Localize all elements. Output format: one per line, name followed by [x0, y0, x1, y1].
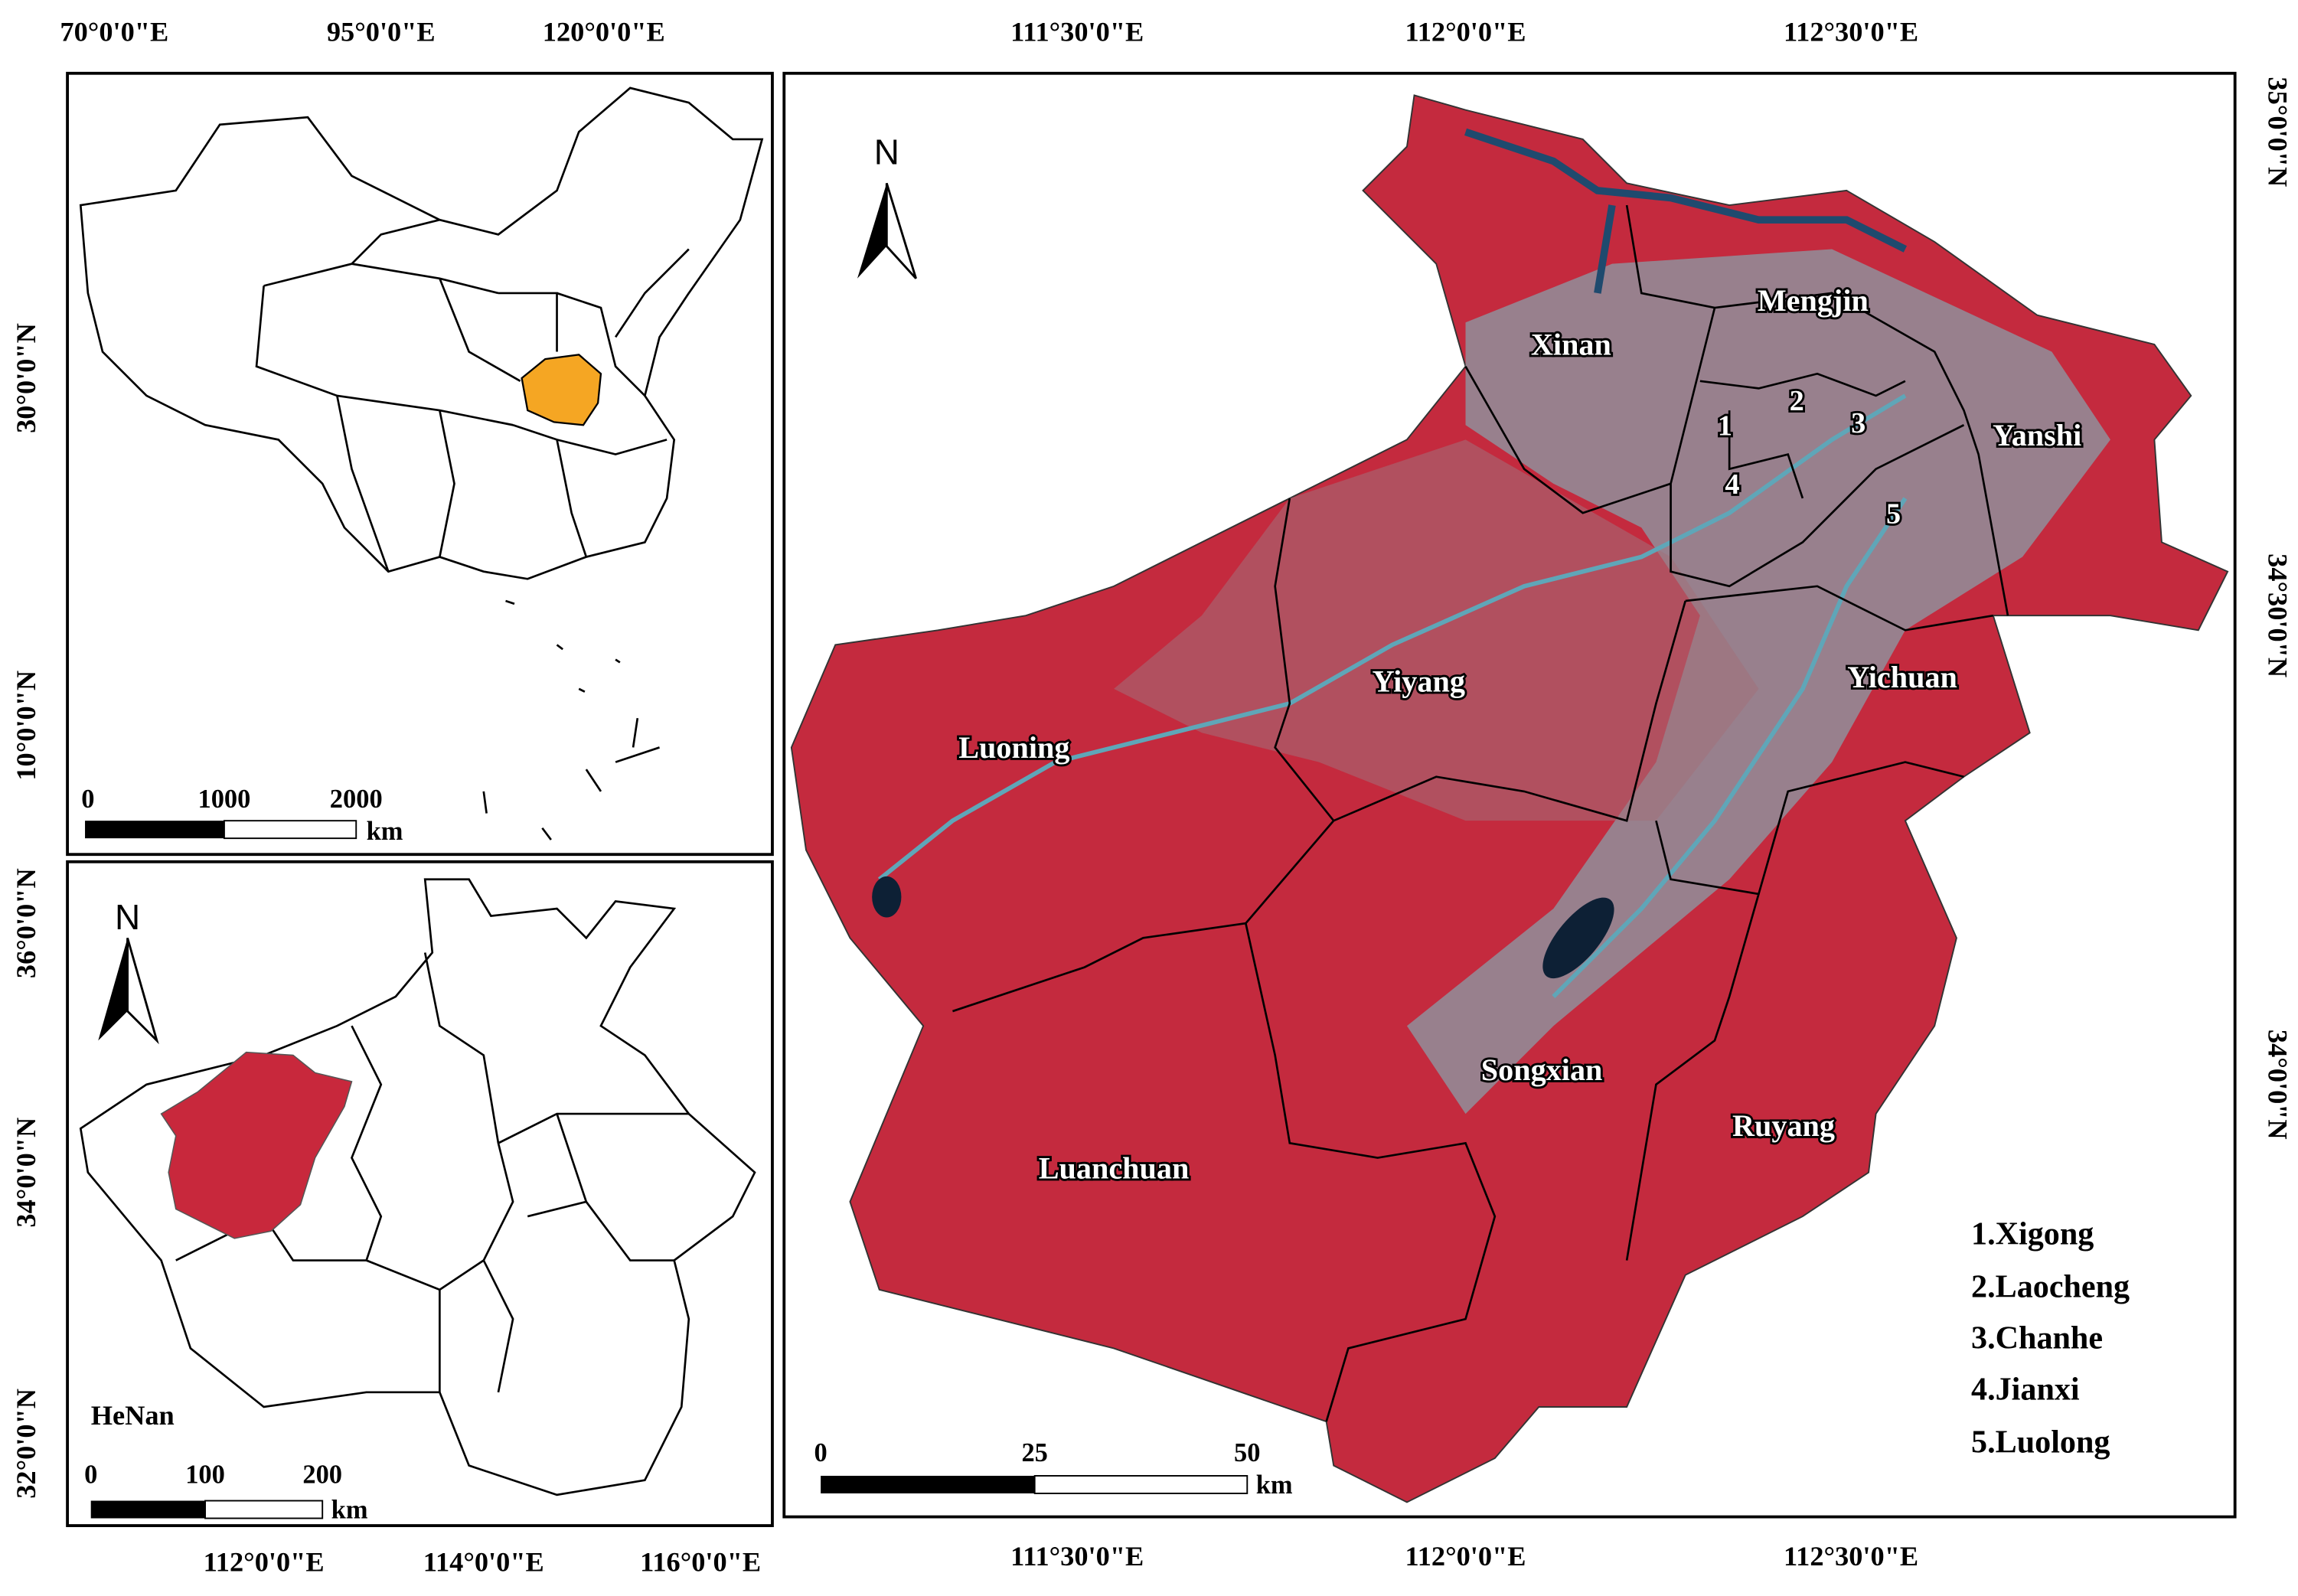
county-borders	[952, 204, 2009, 1422]
scale-bar-dark	[90, 1500, 206, 1519]
district-number: 5	[1886, 498, 1901, 530]
lat-label: 32°0'0"N	[11, 1389, 41, 1499]
scale-bar-light	[1033, 1475, 1249, 1494]
district-number: 2	[1790, 385, 1804, 417]
south-china-sea-islands	[482, 599, 660, 840]
lat-label: 34°0'0"N	[11, 1118, 41, 1228]
china-inset: 70°0'0"E 95°0'0"E 120°0'0"E 30°0'0"N 10°…	[11, 17, 774, 857]
county-label: Luanchuan	[1039, 1150, 1190, 1185]
district-number: 1	[1718, 410, 1732, 442]
green-terrain	[1114, 439, 1759, 821]
district-number: 4	[1725, 468, 1739, 501]
scale-label: 0	[814, 1438, 827, 1467]
river	[877, 393, 1908, 998]
henan-outline	[79, 878, 756, 1496]
scale-label: 1000	[197, 785, 250, 814]
scale-bar-dark	[85, 821, 224, 839]
north-label: N	[874, 132, 899, 171]
lon-label: 112°0'0"E	[1405, 1541, 1526, 1572]
lon-label: 112°30'0"E	[1784, 1541, 1918, 1572]
main-north-arrow-outline	[885, 182, 917, 279]
lat-label: 30°0'0"N	[11, 323, 41, 433]
lon-label: 95°0'0"E	[327, 17, 436, 47]
urban-area	[1406, 249, 2110, 1115]
lon-label: 114°0'0"E	[423, 1546, 544, 1577]
scale-bar-light	[223, 820, 357, 840]
district-number: 3	[1851, 407, 1865, 439]
county-label: Luoning	[958, 730, 1069, 765]
main-frame	[782, 71, 2237, 1519]
lat-label: 36°0'0"N	[11, 868, 41, 978]
legend-item: 4.Jianxi	[1971, 1371, 2080, 1407]
scale-label: 2000	[330, 785, 383, 814]
lon-label: 112°30'0"E	[1784, 17, 1918, 47]
scale-label: 0	[81, 785, 94, 814]
lon-label: 116°0'0"E	[640, 1546, 761, 1577]
county-label: Mengjin	[1758, 283, 1869, 318]
henan-north-arrow	[98, 938, 128, 1041]
scale-label: 25	[1021, 1438, 1047, 1467]
north-label: N	[115, 897, 140, 937]
lon-label: 112°0'0"E	[1405, 17, 1526, 47]
reservoir	[1542, 897, 1614, 979]
scale-bar-dark	[821, 1475, 1035, 1493]
scale-label: 100	[185, 1461, 225, 1490]
lat-label: 35°0'0"N	[2263, 77, 2293, 187]
region-label: HeNan	[91, 1400, 175, 1431]
county-label: Yichuan	[1847, 660, 1957, 694]
lon-label: 111°30'0"E	[1010, 1541, 1144, 1572]
lon-label: 120°0'0"E	[543, 17, 665, 47]
county-label: Yiyang	[1373, 664, 1465, 699]
legend-item: 3.Chanhe	[1971, 1320, 2103, 1356]
scale-unit: km	[367, 817, 403, 846]
legend-item: 1.Xigong	[1971, 1216, 2094, 1252]
henan-highlight	[521, 354, 602, 426]
lon-label: 112°0'0"E	[204, 1546, 325, 1577]
scale-label: 0	[84, 1461, 97, 1490]
lon-label: 111°30'0"E	[1010, 17, 1144, 47]
lat-label: 34°0'0"N	[2263, 1030, 2293, 1140]
reservoir	[872, 876, 902, 918]
china-provinces	[255, 218, 690, 573]
main-north-arrow	[857, 183, 887, 279]
china-outline	[79, 86, 764, 580]
county-label: Yanshi	[1993, 418, 2081, 452]
scale-label: 200	[302, 1461, 342, 1490]
scale-bar-light	[204, 1500, 324, 1519]
china-frame	[66, 71, 774, 857]
legend-item: 2.Laocheng	[1971, 1268, 2130, 1304]
luoyang-highlight	[160, 1051, 353, 1239]
yellow-river	[1464, 128, 1908, 294]
henan-inset: N HeNan 36°0'0"N 34°0'0"N 32°0'0"N 112°0…	[11, 860, 774, 1577]
legend-item: 5.Luolong	[1971, 1424, 2110, 1460]
main-map: N 111°30'0"E 112°0'0"E 112°30'0"E 111°30…	[782, 17, 2293, 1572]
scale-unit: km	[1256, 1470, 1293, 1500]
county-label: Xinan	[1531, 327, 1611, 361]
henan-north-arrow-outline	[126, 937, 159, 1045]
scale-label: 50	[1234, 1438, 1260, 1467]
henan-frame	[66, 860, 774, 1527]
county-label: Ruyang	[1732, 1108, 1835, 1143]
lat-label: 34°30'0"N	[2263, 553, 2293, 677]
lon-label: 70°0'0"E	[60, 17, 168, 47]
county-label: Songxian	[1481, 1053, 1603, 1087]
lat-label: 10°0'0"N	[11, 671, 41, 781]
scale-unit: km	[331, 1495, 368, 1524]
